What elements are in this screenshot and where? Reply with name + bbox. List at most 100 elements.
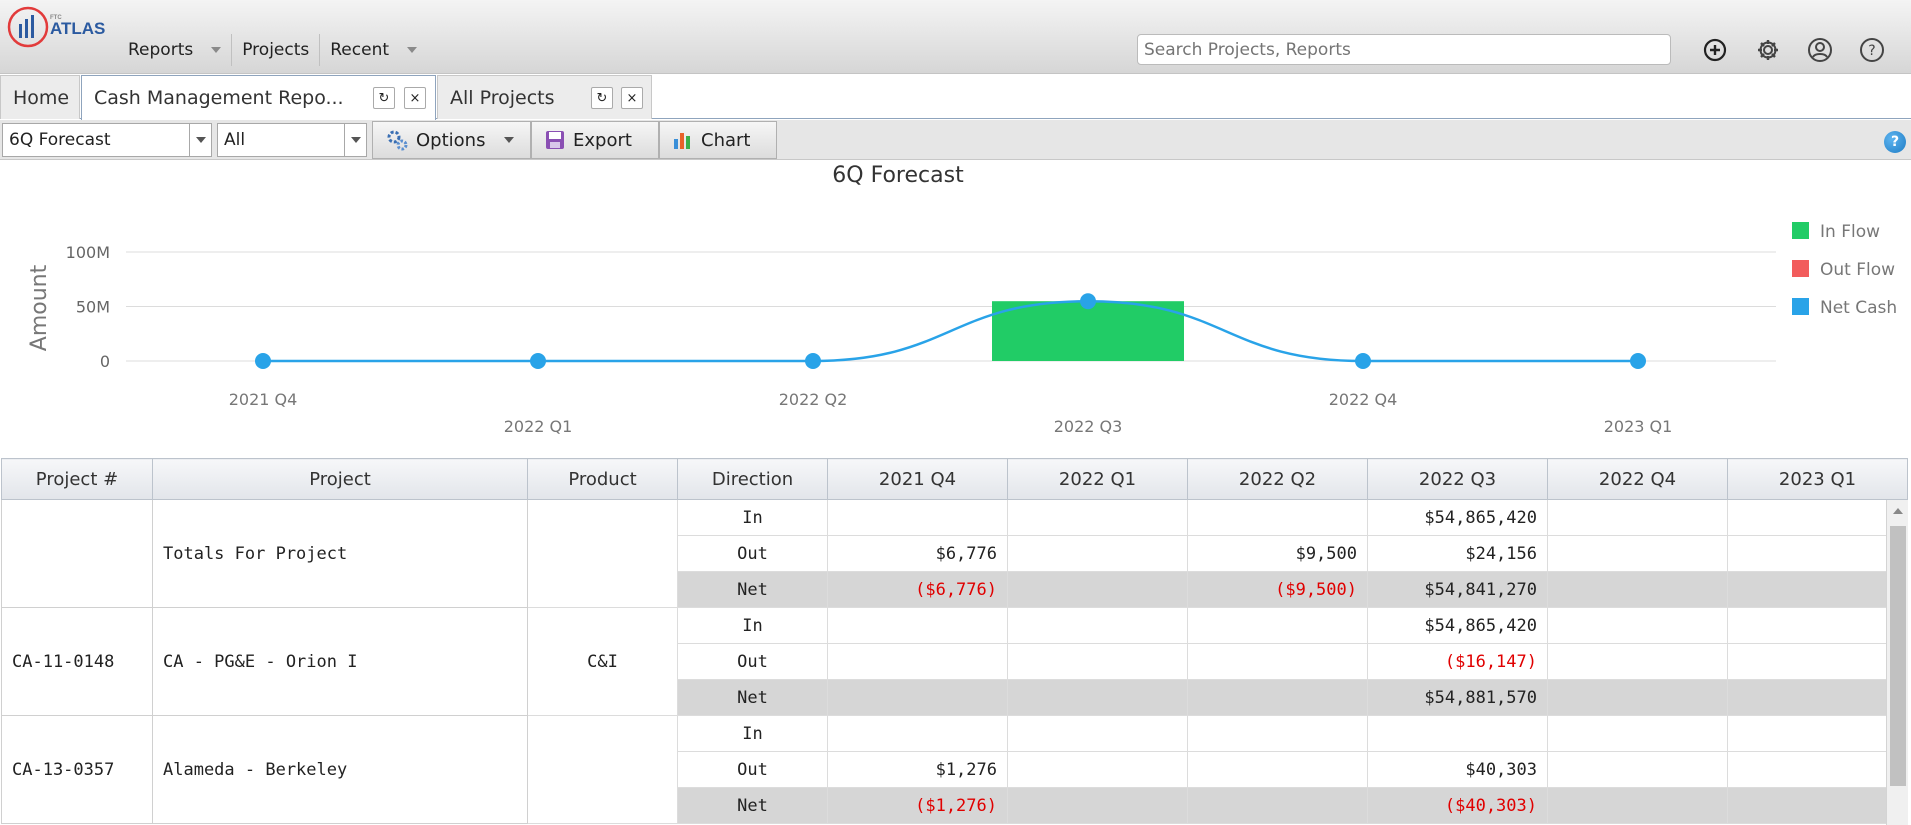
table-row[interactable]: CA-13-0357 Alameda - Berkeley In	[1, 715, 1908, 824]
legend-swatch	[1792, 222, 1809, 239]
gear-icon[interactable]	[1753, 35, 1783, 65]
amount-cell	[1187, 643, 1368, 680]
tab-home[interactable]: Home	[0, 75, 80, 119]
chart-button[interactable]: Chart	[659, 121, 777, 159]
options-button[interactable]: Options	[372, 121, 531, 159]
nav-reports[interactable]: Reports	[118, 36, 231, 64]
svg-text:?: ?	[1868, 43, 1875, 59]
net-cash-point	[1630, 353, 1646, 369]
amount-cell: $24,156	[1367, 535, 1548, 572]
column-header[interactable]: Project	[152, 458, 528, 500]
vertical-scrollbar[interactable]	[1886, 500, 1908, 825]
x-tick-label: 2023 Q1	[1604, 417, 1673, 436]
amount-cell: $54,841,270	[1367, 571, 1548, 608]
column-header[interactable]: Product	[527, 458, 678, 500]
direction-cell: In	[677, 607, 828, 644]
x-tick-label: 2022 Q3	[1054, 417, 1123, 436]
data-grid: Project # Project Product Direction 2021 Q4 2…	[1, 458, 1909, 825]
search-input[interactable]	[1137, 34, 1671, 65]
amount-cell	[1547, 607, 1728, 644]
amount-cell	[1187, 751, 1368, 788]
chevron-down-icon	[407, 47, 418, 53]
net-cash-point	[255, 353, 271, 369]
table-row[interactable]: Out ($16,147)	[2, 643, 1908, 680]
direction-cell: Out	[677, 535, 828, 572]
help-icon[interactable]: ?	[1857, 35, 1887, 65]
column-header[interactable]: 2022 Q3	[1367, 458, 1548, 500]
project-name-cell: CA - PG&E - Orion I	[152, 607, 528, 716]
amount-cell	[1727, 643, 1908, 680]
amount-cell: $54,881,570	[1367, 679, 1548, 716]
bar-chart-icon	[674, 133, 690, 149]
amount-cell	[1007, 751, 1188, 788]
add-circle-icon[interactable]	[1700, 35, 1730, 65]
amount-cell	[1187, 607, 1368, 644]
logo-text: FTC ATLAS	[50, 15, 106, 38]
x-tick-label: 2022 Q4	[1329, 390, 1398, 409]
scroll-thumb[interactable]	[1890, 526, 1906, 786]
column-header[interactable]: Project #	[1, 458, 153, 500]
amount-cell	[827, 643, 1008, 680]
direction-cell: Net	[677, 787, 828, 824]
amount-cell	[1007, 787, 1188, 824]
column-header[interactable]: 2022 Q2	[1187, 458, 1368, 500]
product-cell	[527, 715, 678, 824]
table-row[interactable]: Net $54,881,570	[2, 679, 1908, 716]
legend-label: Net Cash	[1820, 298, 1897, 318]
user-icon[interactable]	[1805, 35, 1835, 65]
net-cash-line	[263, 299, 1638, 363]
amount-cell	[1547, 751, 1728, 788]
scroll-up-icon[interactable]	[1893, 508, 1903, 514]
amount-cell: ($6,776)	[827, 571, 1008, 608]
column-header[interactable]: 2022 Q1	[1007, 458, 1188, 500]
nav-recent[interactable]: Recent	[320, 36, 427, 64]
forecast-chart: 6Q Forecast Amount 0 50M 100M 2021 Q4 2022 Q1 2…	[0, 160, 1911, 458]
amount-cell: $9,500	[1187, 535, 1368, 572]
chart-canvas: 6Q Forecast Amount 0 50M 100M 2021 Q4 2022 Q1 2…	[27, 163, 1897, 436]
refresh-icon[interactable]: ↻	[373, 87, 395, 109]
product-cell: C&I	[527, 607, 678, 716]
amount-cell	[1007, 643, 1188, 680]
table-row[interactable]: CA-11-0148 CA - PG&E - Orion I C&I In $54,86…	[1, 607, 1908, 716]
amount-cell	[1547, 535, 1728, 572]
amount-cell	[1547, 715, 1728, 752]
forecast-table: Project # Project Product Direction 2021 Q4 2…	[1, 458, 1908, 824]
column-header[interactable]: 2021 Q4	[827, 458, 1008, 500]
report-toolbar: 6Q Forecast All Options Export Chart	[0, 120, 1911, 160]
tab-all-projects[interactable]: All Projects ↻ ×	[437, 75, 652, 119]
amount-cell: $40,303	[1367, 751, 1548, 788]
report-select[interactable]: 6Q Forecast	[2, 123, 212, 157]
export-button[interactable]: Export	[531, 121, 659, 159]
column-header[interactable]: 2022 Q4	[1547, 458, 1728, 500]
amount-cell	[1007, 679, 1188, 716]
nav-projects[interactable]: Projects	[242, 40, 310, 60]
close-icon[interactable]: ×	[404, 87, 426, 109]
table-row[interactable]: Net ($1,276) ($40,303)	[2, 787, 1908, 824]
project-number-cell: CA-13-0357	[1, 715, 153, 824]
table-row[interactable]: Totals For Project In $54,865,420	[1, 499, 1908, 608]
direction-cell: Net	[677, 571, 828, 608]
table-row[interactable]: Out $6,776 $9,500 $24,156	[2, 535, 1908, 572]
direction-cell: In	[677, 715, 828, 752]
amount-cell	[1547, 679, 1728, 716]
refresh-icon[interactable]: ↻	[591, 87, 613, 109]
filter-select[interactable]: All	[217, 123, 367, 157]
chevron-down-icon[interactable]	[344, 124, 366, 156]
column-header[interactable]: Direction	[677, 458, 828, 500]
column-header[interactable]: 2023 Q1	[1727, 458, 1908, 500]
chevron-down-icon[interactable]	[189, 124, 211, 156]
amount-cell: ($1,276)	[827, 787, 1008, 824]
amount-cell	[1727, 499, 1908, 536]
table-row[interactable]: Out $1,276 $40,303	[2, 751, 1908, 788]
x-tick-label: 2022 Q2	[779, 390, 848, 409]
tab-cash-management[interactable]: Cash Management Repo... ↻ ×	[81, 75, 436, 121]
atlas-logo-icon[interactable]	[6, 5, 50, 49]
table-header-row: Project # Project Product Direction 2021 Q4 2…	[1, 458, 1908, 500]
report-help-icon[interactable]: ?	[1884, 131, 1906, 153]
legend-label: Out Flow	[1820, 260, 1895, 280]
y-axis-label: Amount	[27, 264, 52, 351]
project-name-cell: Alameda - Berkeley	[152, 715, 528, 824]
amount-cell: $6,776	[827, 535, 1008, 572]
amount-cell	[827, 499, 1008, 536]
close-icon[interactable]: ×	[621, 87, 643, 109]
